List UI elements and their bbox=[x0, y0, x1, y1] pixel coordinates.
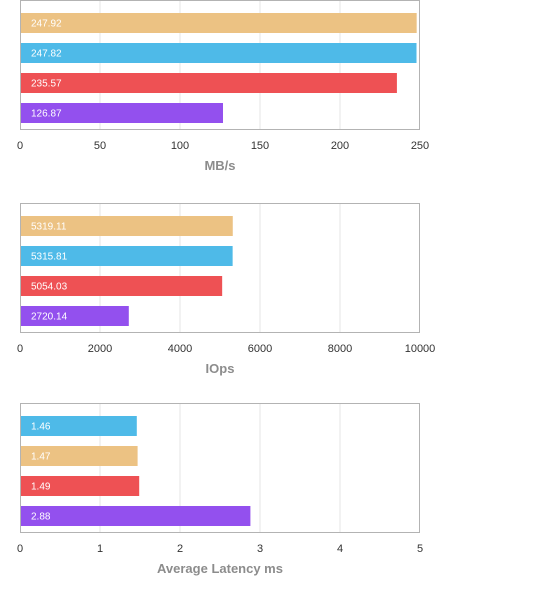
bar bbox=[20, 416, 137, 436]
bar bbox=[20, 276, 223, 296]
bar-value-label: 126.87 bbox=[31, 109, 62, 120]
x-tick-label: 6000 bbox=[248, 343, 272, 355]
bar-value-label: 247.92 bbox=[31, 19, 62, 30]
plot-frame bbox=[20, 203, 420, 333]
x-axis-label: Average Latency ms bbox=[157, 561, 283, 576]
x-tick-label: 4000 bbox=[168, 343, 192, 355]
x-tick-label: 50 bbox=[94, 140, 106, 152]
x-tick-label: 150 bbox=[251, 140, 269, 152]
bar bbox=[20, 13, 417, 33]
x-tick-label: 1 bbox=[97, 543, 103, 555]
x-tick-label: 2 bbox=[177, 543, 183, 555]
bar-value-label: 5315.81 bbox=[31, 252, 68, 263]
bar-value-label: 2.88 bbox=[31, 512, 51, 523]
x-tick-label: 3 bbox=[257, 543, 263, 555]
x-tick-label: 4 bbox=[337, 543, 343, 555]
x-axis-label: MB/s bbox=[204, 158, 235, 173]
x-tick-label: 0 bbox=[17, 543, 23, 555]
bar-value-label: 1.47 bbox=[31, 452, 51, 463]
bar bbox=[20, 306, 129, 326]
bar bbox=[20, 73, 397, 93]
x-tick-label: 2000 bbox=[88, 343, 112, 355]
chart-panel-1: 247.92 247.82 235.57 126.87 0 50 100 150 200 250 M… bbox=[17, 0, 429, 173]
bar bbox=[20, 216, 233, 236]
x-tick-label: 8000 bbox=[328, 343, 352, 355]
x-tick-label: 250 bbox=[411, 140, 429, 152]
bar bbox=[20, 476, 140, 496]
bar-value-label: 2720.14 bbox=[31, 312, 68, 323]
bar bbox=[20, 446, 138, 466]
bar-value-label: 235.57 bbox=[31, 79, 62, 90]
x-tick-label: 200 bbox=[331, 140, 349, 152]
x-tick-label: 0 bbox=[17, 343, 23, 355]
bar-value-label: 1.46 bbox=[31, 422, 51, 433]
chart-panel-3: 1.46 1.47 1.49 2.88 0 1 2 3 4 5 Average Latency ms bbox=[17, 403, 423, 576]
plot-frame bbox=[20, 403, 420, 533]
chart-panel-2: 5319.11 5315.81 5054.03 2720.14 0 2000 4000 600… bbox=[17, 203, 435, 376]
bar-value-label: 5054.03 bbox=[31, 282, 68, 293]
x-axis-label: IOps bbox=[206, 361, 235, 376]
bar bbox=[20, 43, 417, 63]
x-tick-label: 100 bbox=[171, 140, 189, 152]
bar bbox=[20, 103, 223, 123]
bar bbox=[20, 246, 233, 266]
x-tick-label: 10000 bbox=[405, 343, 436, 355]
x-tick-label: 0 bbox=[17, 140, 23, 152]
x-tick-label: 5 bbox=[417, 543, 423, 555]
bar bbox=[20, 506, 251, 526]
bar-value-label: 1.49 bbox=[31, 482, 51, 493]
bar-value-label: 247.82 bbox=[31, 49, 62, 60]
plot-frame bbox=[20, 0, 420, 130]
bar-value-label: 5319.11 bbox=[31, 222, 67, 233]
